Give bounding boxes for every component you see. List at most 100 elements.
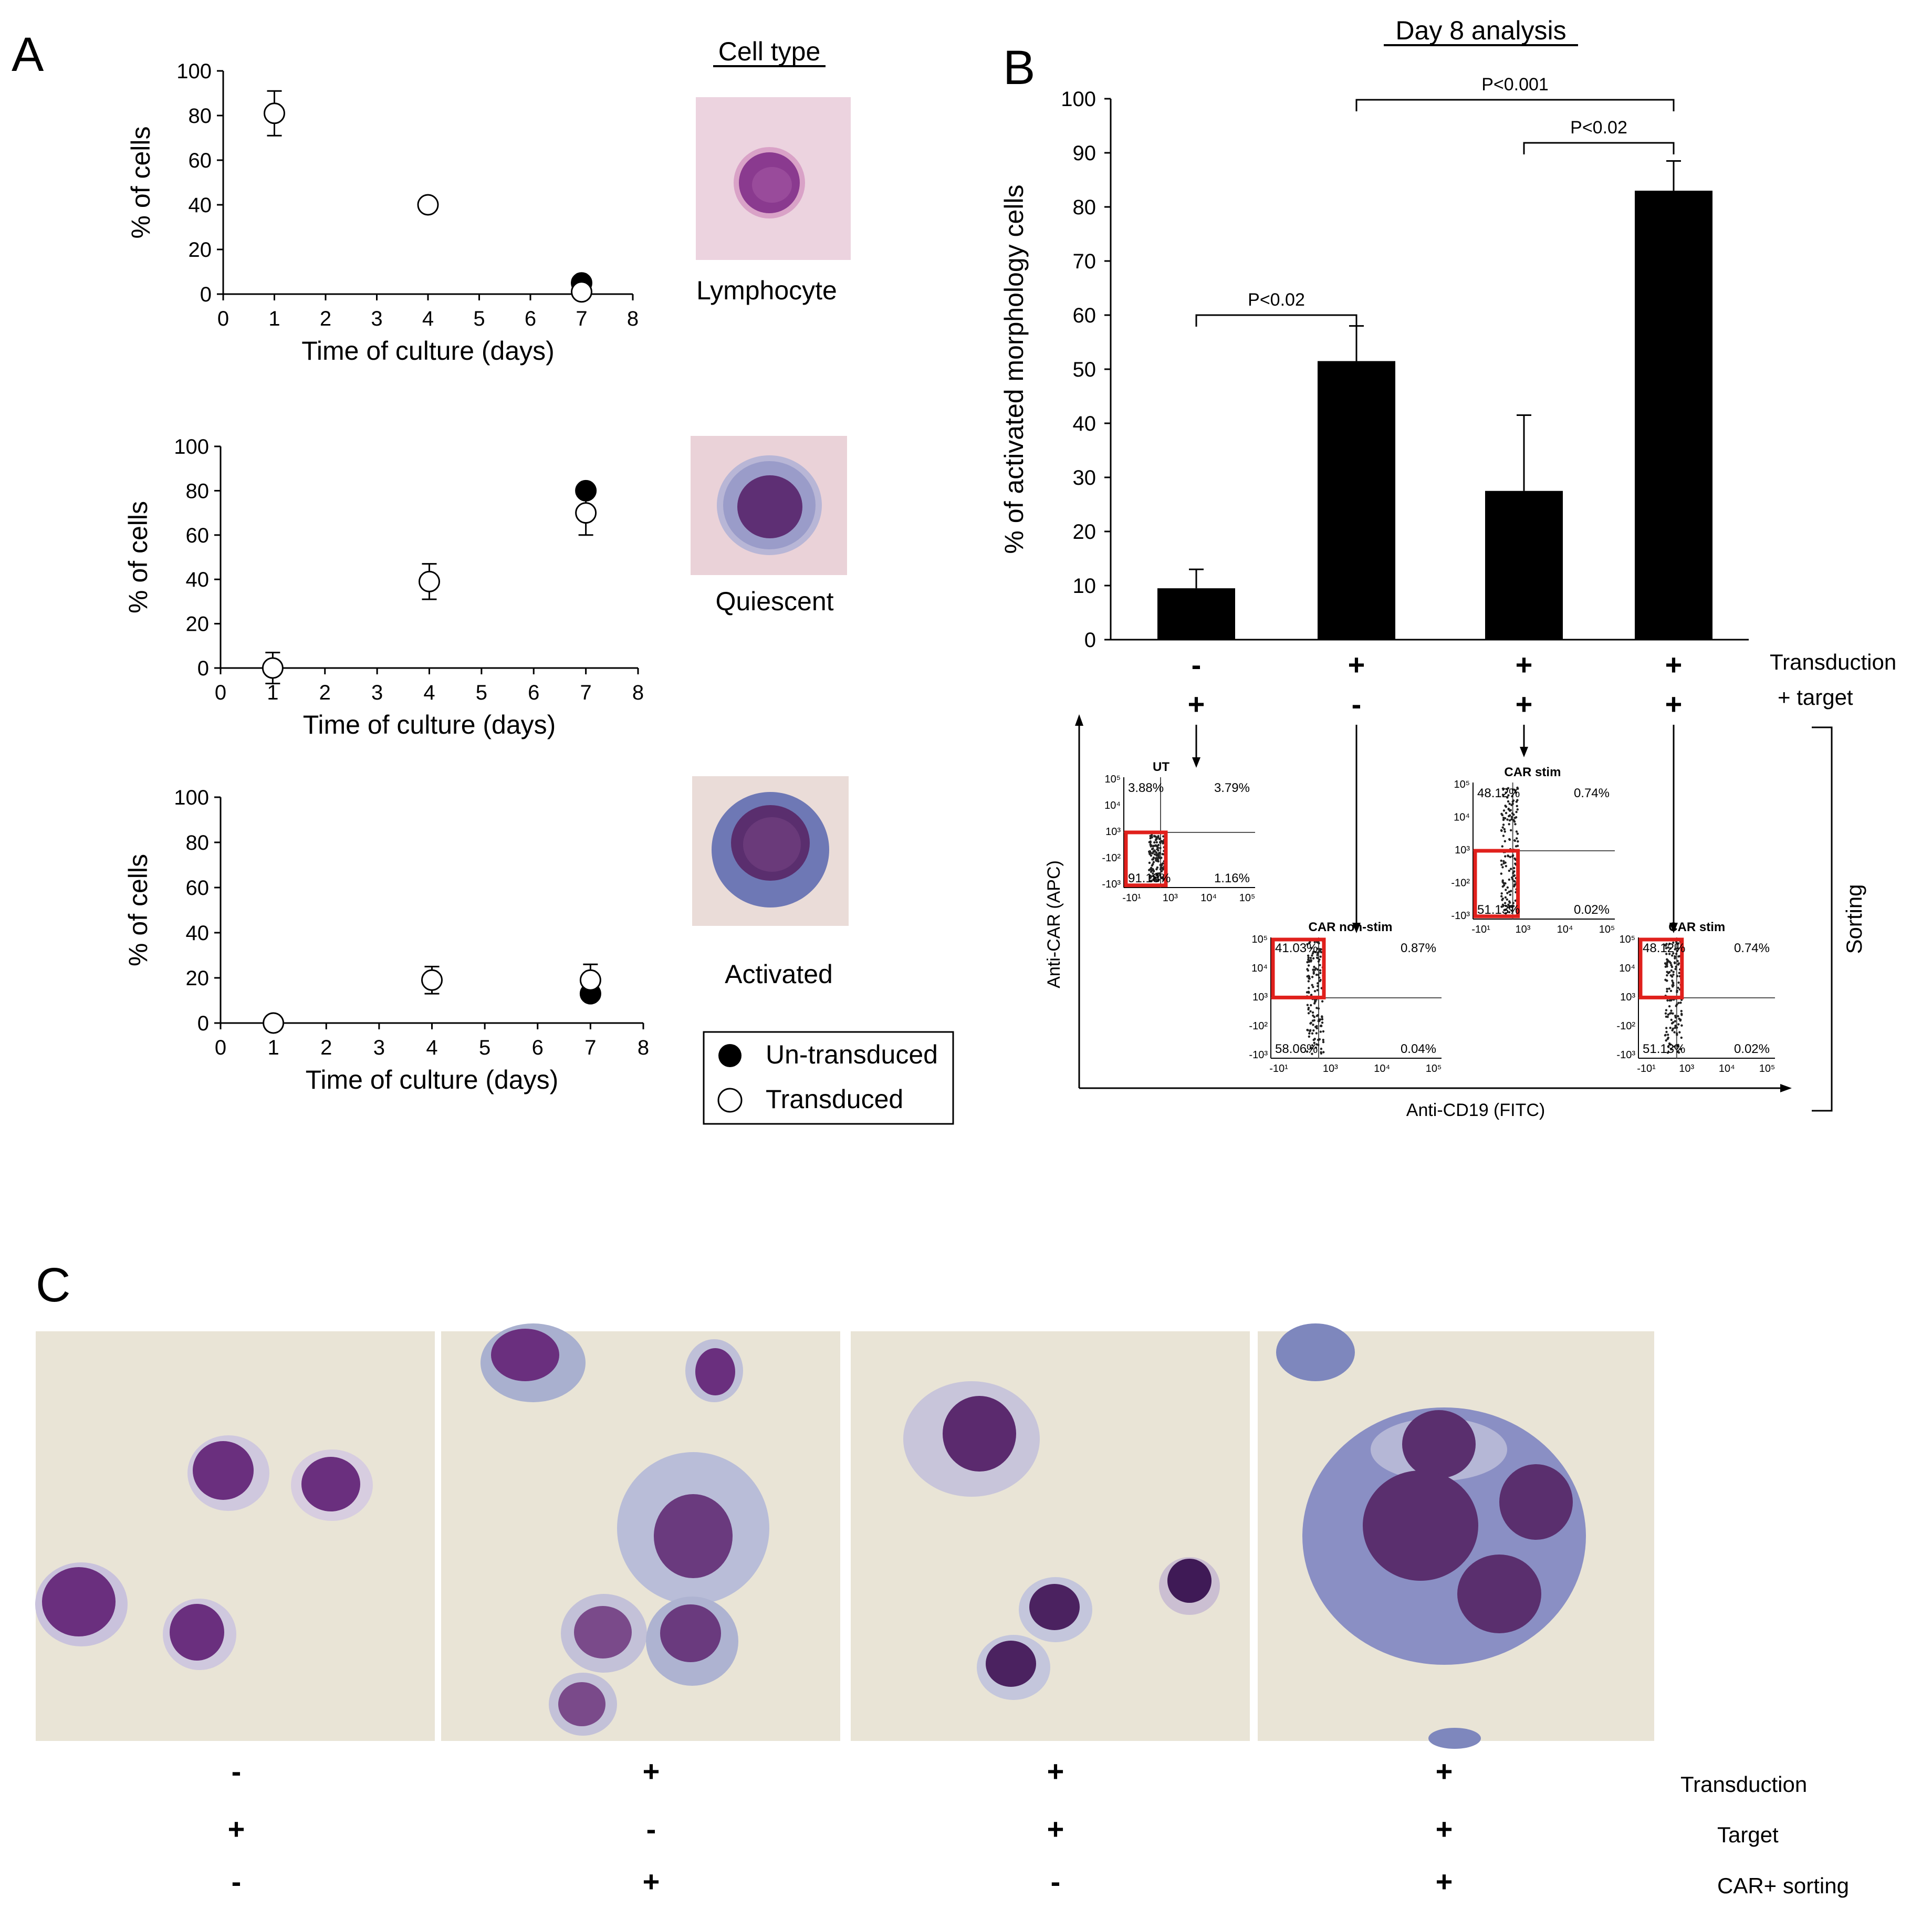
event-dot	[1317, 985, 1319, 988]
flow-x-tick: 10³	[1323, 1063, 1338, 1075]
event-dot	[1312, 1038, 1315, 1041]
event-dot	[1504, 882, 1507, 885]
event-dot	[1679, 1002, 1682, 1004]
event-dot	[1675, 953, 1678, 955]
event-dot	[1315, 941, 1319, 943]
event-dot	[1503, 909, 1506, 912]
x-tick-label: 7	[584, 1036, 596, 1059]
event-dot	[1313, 990, 1317, 993]
event-dot	[1315, 1027, 1318, 1030]
micrograph-transduced-target-sorted	[1258, 1323, 1654, 1749]
panel-b-title: Day 8 analysis	[1395, 16, 1566, 45]
x-tick-label: 7	[576, 307, 587, 330]
event-dot	[1665, 1030, 1668, 1034]
event-dot	[1157, 843, 1160, 847]
target-sign: +	[228, 1812, 245, 1845]
quadrant-lr: 1.16%	[1214, 871, 1250, 885]
event-dot	[1676, 989, 1678, 992]
quadrant-ur: 0.74%	[1734, 941, 1770, 955]
event-dot	[1668, 942, 1671, 945]
event-dot	[1508, 900, 1511, 903]
event-dot	[1670, 965, 1674, 968]
event-dot	[1507, 794, 1510, 797]
transduced-point	[417, 194, 439, 216]
event-dot	[1162, 835, 1165, 838]
event-dot	[1507, 800, 1510, 803]
event-dot	[1312, 1024, 1314, 1026]
event-dot	[1308, 987, 1310, 989]
y-tick-label: 80	[1073, 196, 1096, 219]
legend-untransduced: Un-transduced	[766, 1040, 938, 1069]
event-dot	[1317, 951, 1320, 954]
event-dot	[1503, 902, 1507, 904]
c-row-label-target: Target	[1717, 1822, 1779, 1847]
x-tick-label: 5	[476, 681, 487, 704]
event-dot	[1307, 980, 1310, 983]
quadrant-ll: 51.13%	[1643, 1042, 1685, 1056]
event-dot	[1504, 855, 1507, 858]
event-dot	[1505, 864, 1508, 868]
flow-x-axis-label: Anti-CD19 (FITC)	[1406, 1100, 1545, 1120]
transduction-sign: +	[643, 1755, 660, 1788]
panel-b-sign-rows: - + + + + - + +	[1188, 648, 1683, 721]
event-dot	[1507, 787, 1510, 790]
event-dot	[1664, 1012, 1667, 1015]
event-dot	[1321, 1021, 1324, 1024]
event-dot	[1318, 958, 1321, 961]
event-dot	[1308, 1035, 1311, 1038]
y-tick-label: 90	[1073, 142, 1096, 165]
event-dot	[1317, 974, 1320, 976]
event-dot	[1675, 1032, 1678, 1035]
significance-bracket	[1523, 142, 1675, 154]
event-dot	[1152, 863, 1154, 865]
event-dot	[1511, 788, 1515, 791]
event-dot	[1677, 1002, 1680, 1005]
event-dot	[1516, 805, 1518, 808]
event-dot	[1509, 893, 1511, 896]
event-dot	[1150, 867, 1153, 869]
event-dot	[1148, 850, 1151, 853]
sorting-sign: +	[643, 1865, 660, 1898]
event-dot	[1510, 816, 1513, 819]
event-dot	[1312, 1014, 1314, 1017]
event-dot	[1310, 947, 1313, 950]
event-dot	[1672, 984, 1675, 987]
quadrant-lr: 0.02%	[1734, 1042, 1770, 1056]
event-dot	[1151, 833, 1153, 837]
event-dot	[1665, 953, 1668, 955]
y-tick-label: 60	[1073, 304, 1096, 327]
panel-a-plot-lymphocyte: 0 20 40 60 80 100 0 1 2 3 4 5 6 7 8 Time of culture (da…	[126, 60, 639, 366]
transduction-sign: +	[1047, 1755, 1064, 1788]
event-dot	[1156, 866, 1159, 869]
event-dot	[1666, 999, 1669, 1002]
cell-type-header: Cell type	[718, 37, 821, 66]
c-row-label-transduction: Transduction	[1680, 1772, 1807, 1797]
x-tick-label: 2	[319, 681, 331, 704]
event-dot	[1667, 946, 1669, 949]
flow-x-tick: 10⁵	[1759, 1063, 1776, 1075]
event-dot	[1322, 1030, 1325, 1033]
event-dot	[1152, 858, 1154, 861]
panel-b-label: B	[1003, 41, 1035, 95]
event-dot	[1505, 889, 1507, 891]
x-tick-label: 4	[423, 681, 435, 704]
row-label-target: + target	[1778, 685, 1853, 710]
event-dot	[1515, 830, 1518, 833]
event-dot	[1160, 857, 1163, 859]
event-dot	[1501, 903, 1505, 906]
quadrant-ul: 41.03%	[1275, 941, 1318, 955]
event-dot	[1512, 813, 1515, 816]
event-dot	[1152, 872, 1154, 875]
event-dot	[1321, 1015, 1323, 1018]
event-dot	[1668, 971, 1671, 974]
event-dot	[1161, 853, 1164, 856]
event-dot	[1158, 872, 1161, 875]
event-dot	[1668, 999, 1671, 1002]
y-tick-label: 100	[174, 435, 209, 458]
event-dot	[1150, 852, 1153, 854]
event-dot	[1314, 1046, 1318, 1049]
event-dot	[1153, 853, 1156, 856]
event-dot	[1322, 1051, 1325, 1053]
event-dot	[1307, 958, 1310, 961]
event-dot	[1509, 829, 1512, 832]
